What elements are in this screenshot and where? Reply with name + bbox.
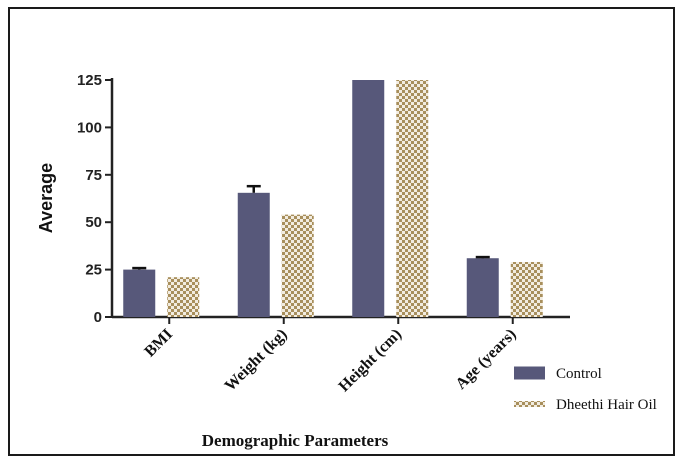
bar-dheethi-3 — [510, 262, 543, 317]
labels-group: Average BMI Weight (kg) Height (cm) Age (yea… — [36, 163, 520, 450]
legend-swatch-1 — [514, 401, 545, 407]
bar-control-3 — [466, 258, 499, 317]
bar-dheethi-1 — [281, 214, 314, 317]
y-tick-label: 25 — [85, 262, 102, 279]
x-tick-label: Weight (kg) — [222, 326, 291, 395]
y-tick-label: 50 — [85, 214, 102, 231]
legend-swatch-0 — [514, 366, 545, 380]
x-tick-label: Height (cm) — [336, 326, 406, 396]
legend-label-0: Control — [556, 366, 602, 382]
y-tick-label: 125 — [77, 72, 102, 89]
bars-group — [123, 80, 543, 317]
bar-control-1 — [237, 192, 270, 317]
legend-label-1: Dheethi Hair Oil — [556, 397, 657, 413]
y-axis-title: Average — [36, 163, 56, 233]
y-tick-label: 75 — [85, 167, 102, 184]
x-tick-label: BMI — [141, 326, 176, 361]
y-tick-label: 100 — [77, 119, 102, 136]
bar-dheethi-0 — [167, 277, 200, 317]
x-axis-title: Demographic Parameters — [202, 431, 389, 450]
legend: Control Dheethi Hair Oil — [514, 366, 657, 413]
chart-frame — [8, 7, 675, 456]
bar-dheethi-2 — [396, 80, 429, 317]
bar-control-0 — [123, 269, 156, 317]
y-tick-label: 0 — [94, 309, 102, 326]
x-tick-label: Age (years) — [453, 326, 520, 393]
bar-control-2 — [352, 80, 385, 317]
